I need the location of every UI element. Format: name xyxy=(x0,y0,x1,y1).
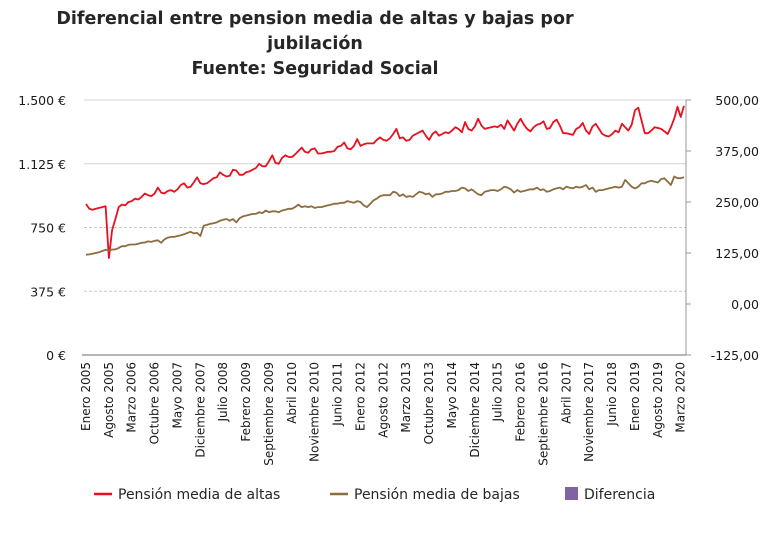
series-line-1 xyxy=(85,175,685,256)
x-tick-label: Marzo 2020 xyxy=(674,362,688,433)
x-tick-label: Marzo 2013 xyxy=(399,362,413,433)
right-tick-label: 500,00 xyxy=(715,93,759,108)
x-tick-label: Noviembre 2010 xyxy=(308,362,322,462)
x-tick-label: Octubre 2006 xyxy=(148,362,162,444)
x-tick-label: Mayo 2014 xyxy=(445,362,459,429)
right-tick-label: 375,00 xyxy=(715,144,759,159)
x-tick-label: Diciembre 2007 xyxy=(193,362,207,458)
x-tick-label: Julio 2015 xyxy=(491,362,505,423)
title-line-3: Fuente: Seguridad Social xyxy=(191,59,438,79)
legend-label-bajas: Pensión media de bajas xyxy=(354,487,520,503)
x-tick-label: Enero 2012 xyxy=(353,362,367,431)
right-axis: -125,00 0,00 125,00 250,00 375,00 500,00 xyxy=(685,93,759,363)
legend-label-diferencia: Diferencia xyxy=(584,487,655,503)
title-line-1: Diferencial entre pension media de altas… xyxy=(56,9,574,29)
left-tick-label: 1.500 € xyxy=(18,93,66,108)
x-tick-label: Julio 2008 xyxy=(216,362,230,423)
x-tick-label: Diciembre 2014 xyxy=(468,362,482,458)
x-tick-label: Septiembre 2016 xyxy=(536,362,550,466)
left-tick-label: 375 € xyxy=(30,284,66,299)
gridlines xyxy=(84,99,686,292)
x-axis: Enero 2005 Agosto 2005 Marzo 2006 Octubre 2… xyxy=(79,354,688,466)
series-line-0 xyxy=(85,105,685,260)
x-tick-label: Septiembre 2009 xyxy=(262,362,276,466)
left-tick-label: 1.125 € xyxy=(18,157,66,172)
left-axis: 0 € 375 € 750 € 1.125 € 1.500 € xyxy=(18,93,66,363)
x-tick-label: Agosto 2019 xyxy=(651,362,665,438)
x-tick-label: Agosto 2005 xyxy=(102,362,116,438)
x-tick-label: Abril 2017 xyxy=(559,362,573,424)
legend: Pensión media de altas Pensión media de … xyxy=(94,487,655,503)
right-tick-label: -125,00 xyxy=(711,348,759,363)
left-tick-label: 750 € xyxy=(30,221,66,236)
x-tick-label: Noviembre 2017 xyxy=(582,362,596,462)
x-tick-label: Marzo 2006 xyxy=(125,362,139,433)
series-lines xyxy=(85,105,685,260)
x-tick-label: Agosto 2012 xyxy=(376,362,390,438)
x-tick-label: Mayo 2007 xyxy=(170,362,184,429)
x-tick-label: Febrero 2009 xyxy=(239,362,253,442)
right-tick-label: 125,00 xyxy=(715,246,759,261)
x-tick-label: Abril 2010 xyxy=(285,362,299,424)
x-tick-label: Junio 2018 xyxy=(605,362,619,427)
legend-swatch-diferencia xyxy=(565,487,578,500)
x-tick-label: Febrero 2016 xyxy=(514,362,528,442)
right-tick-label: 0,00 xyxy=(731,297,759,312)
legend-label-altas: Pensión media de altas xyxy=(118,487,280,503)
left-tick-label: 0 € xyxy=(46,348,66,363)
title-line-2: jubilación xyxy=(266,34,363,54)
right-tick-label: 250,00 xyxy=(715,195,759,210)
chart-title: Diferencial entre pension media de altas… xyxy=(56,9,574,79)
x-tick-label: Enero 2005 xyxy=(79,362,93,431)
x-tick-label: Octubre 2013 xyxy=(422,362,436,444)
x-tick-label: Junio 2011 xyxy=(331,362,345,427)
x-tick-label: Enero 2019 xyxy=(628,362,642,431)
